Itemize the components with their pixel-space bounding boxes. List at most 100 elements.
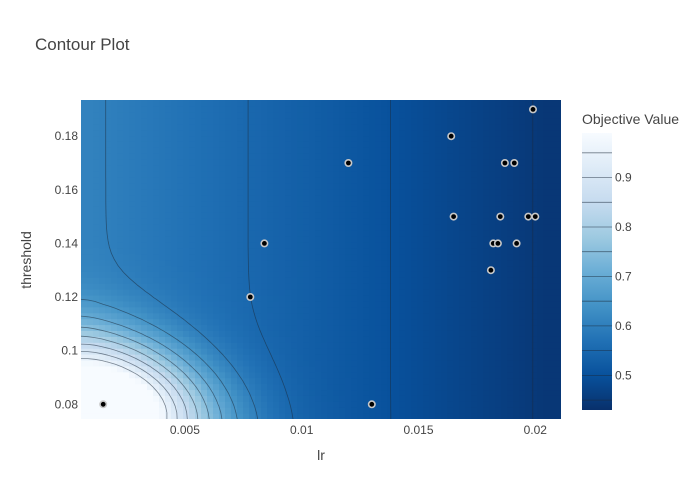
- trial-point[interactable]: [246, 292, 255, 301]
- heatmap-cell: [237, 289, 244, 296]
- heatmap-cell: [249, 123, 256, 131]
- heatmap-cell: [519, 330, 526, 337]
- trial-point[interactable]: [344, 159, 353, 168]
- heatmap-cell: [117, 377, 124, 385]
- heatmap-cell: [453, 413, 460, 419]
- heatmap-cell: [363, 318, 370, 326]
- heatmap-cell: [165, 129, 172, 137]
- heatmap-cell: [495, 336, 502, 343]
- heatmap-cell: [279, 283, 286, 290]
- trial-point[interactable]: [510, 159, 519, 168]
- heatmap-cell: [507, 111, 514, 119]
- heatmap-cell: [87, 111, 94, 119]
- heatmap-cell: [189, 312, 196, 320]
- heatmap-cell: [147, 294, 154, 302]
- heatmap-cell: [357, 123, 364, 131]
- heatmap-cell: [459, 348, 466, 355]
- heatmap-cell: [243, 312, 250, 320]
- trial-point[interactable]: [524, 212, 533, 221]
- heatmap-cell: [507, 141, 514, 148]
- heatmap-cell: [435, 265, 442, 272]
- heatmap-cell: [111, 247, 118, 255]
- heatmap-cell: [333, 235, 340, 243]
- trial-point[interactable]: [512, 239, 521, 248]
- heatmap-cell: [195, 271, 202, 278]
- colorbar-title: Objective Value: [582, 111, 679, 127]
- heatmap-cell: [93, 235, 100, 243]
- trial-point[interactable]: [367, 400, 376, 409]
- heatmap-cell: [165, 413, 172, 419]
- heatmap-cell: [441, 359, 448, 367]
- heatmap-cell: [273, 253, 280, 261]
- heatmap-cell: [555, 164, 561, 172]
- heatmap-cell: [297, 324, 304, 331]
- heatmap-cell: [525, 235, 532, 243]
- heatmap-cell: [219, 241, 226, 249]
- heatmap-cell: [321, 111, 328, 119]
- heatmap-cell: [231, 300, 238, 308]
- heatmap-cell: [549, 253, 556, 261]
- heatmap-cell: [513, 318, 520, 326]
- heatmap-cell: [525, 105, 532, 113]
- heatmap-cell: [471, 253, 478, 261]
- heatmap-cell: [333, 306, 340, 314]
- heatmap-cell: [87, 312, 94, 320]
- heatmap-cell: [219, 194, 226, 202]
- heatmap-cell: [477, 401, 484, 408]
- heatmap-cell: [213, 111, 220, 119]
- heatmap-cell: [129, 371, 136, 379]
- trial-point[interactable]: [447, 132, 456, 141]
- heatmap-cell: [135, 147, 142, 154]
- heatmap-cell: [513, 395, 520, 402]
- heatmap-cell: [129, 324, 136, 331]
- trial-point[interactable]: [260, 239, 269, 248]
- heatmap-cell: [549, 300, 556, 308]
- heatmap-cell: [111, 377, 118, 385]
- heatmap-cell: [189, 359, 196, 367]
- heatmap-cell: [345, 407, 352, 414]
- heatmap-cell: [153, 170, 160, 178]
- heatmap-cell: [135, 277, 142, 284]
- heatmap-cell: [453, 395, 460, 402]
- heatmap-cell: [411, 277, 418, 284]
- heatmap-cell: [189, 206, 196, 213]
- heatmap-cell: [135, 342, 142, 349]
- heatmap-cell: [279, 200, 286, 207]
- heatmap-cell: [195, 300, 202, 308]
- heatmap-cell: [219, 383, 226, 391]
- heatmap-cell: [501, 324, 508, 331]
- trial-point[interactable]: [99, 400, 108, 409]
- trial-point[interactable]: [531, 212, 540, 221]
- trial-point[interactable]: [528, 105, 537, 114]
- heatmap-cell: [159, 283, 166, 290]
- trial-point[interactable]: [496, 212, 505, 221]
- heatmap-cell: [327, 413, 334, 419]
- heatmap-cell: [249, 365, 256, 373]
- heatmap-cell: [309, 206, 316, 213]
- heatmap-cell: [513, 188, 520, 196]
- heatmap-cell: [213, 324, 220, 331]
- heatmap-cell: [123, 218, 130, 225]
- heatmap-cell: [237, 241, 244, 249]
- trial-point[interactable]: [493, 239, 502, 248]
- heatmap-cell: [93, 300, 100, 308]
- heatmap-cell: [333, 170, 340, 178]
- trial-point[interactable]: [486, 266, 495, 275]
- heatmap-cell: [357, 365, 364, 373]
- heatmap-cell: [531, 283, 538, 290]
- heatmap-cell: [261, 271, 268, 278]
- heatmap-cell: [351, 129, 358, 137]
- trial-point[interactable]: [449, 212, 458, 221]
- heatmap-cell: [351, 123, 358, 131]
- heatmap-cell: [117, 117, 124, 125]
- heatmap-cell: [477, 224, 484, 231]
- heatmap-cell: [81, 235, 88, 243]
- heatmap-cell: [219, 294, 226, 302]
- trial-point[interactable]: [500, 159, 509, 168]
- heatmap-cell: [105, 100, 112, 107]
- heatmap-cell: [81, 229, 88, 237]
- heatmap-cell: [369, 176, 376, 184]
- heatmap-cell: [273, 348, 280, 355]
- heatmap-cell: [243, 212, 250, 219]
- heatmap-cell: [255, 135, 262, 142]
